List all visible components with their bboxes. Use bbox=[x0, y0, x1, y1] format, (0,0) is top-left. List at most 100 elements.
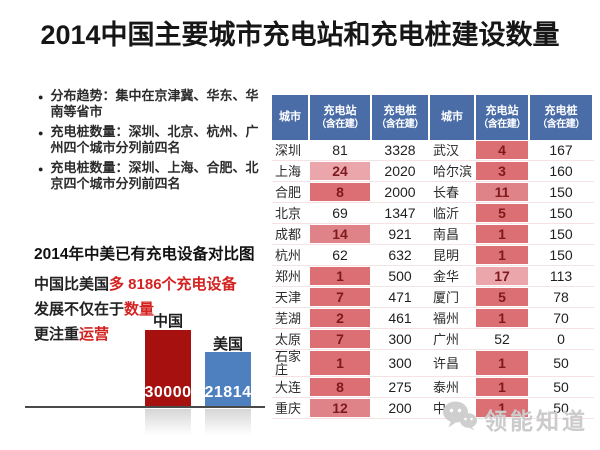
station-count-cell: 17 bbox=[476, 266, 528, 286]
highlighted-value: 11 bbox=[476, 183, 528, 201]
city-cell: 郑州 bbox=[275, 268, 302, 284]
column-header: 充电桩 （含在建） bbox=[372, 95, 428, 140]
pile-count-cell: 500 bbox=[388, 268, 412, 284]
pile-count-cell: 200 bbox=[388, 400, 412, 416]
station-count-cell: 1 bbox=[476, 308, 528, 328]
compare-line: 发展不仅在于数量 bbox=[34, 297, 269, 322]
pile-count-cell: 2020 bbox=[384, 163, 416, 179]
key-points-list: ● 分布趋势：集中在京津冀、华东、华南等省市 ● 充电桩数量：深圳、北京、杭州、… bbox=[38, 88, 264, 196]
city-cell: 福州 bbox=[433, 310, 460, 326]
city-cell: 泰州 bbox=[433, 379, 460, 395]
column-header: 城市 bbox=[430, 95, 474, 140]
compare-line-red: 运营 bbox=[79, 326, 110, 343]
ev-table: 城市 充电站 （含在建） 充电桩 （含在建） 城市 充电站 （含在建） 充电桩 （含在建） 深圳 81… bbox=[272, 95, 594, 419]
city-cell: 广州 bbox=[433, 331, 460, 347]
station-count-cell: 5 bbox=[476, 287, 528, 307]
us-bar-reflection bbox=[205, 409, 251, 435]
highlighted-value: 7 bbox=[310, 330, 370, 348]
table-row: 大连 8 275 泰州 1 50 bbox=[272, 377, 594, 398]
city-cell: 上海 bbox=[275, 163, 302, 179]
highlighted-value: 1 bbox=[476, 309, 528, 327]
list-item: ● 分布趋势：集中在京津冀、华东、华南等省市 bbox=[38, 88, 264, 120]
pile-count-cell: 275 bbox=[388, 379, 412, 395]
bullet-text: 充电桩数量：深圳、上海、合肥、北京四个城市分列前四名 bbox=[50, 160, 259, 191]
pile-count-cell: 471 bbox=[388, 289, 412, 305]
city-cell: 许昌 bbox=[433, 355, 460, 371]
highlighted-value: 1 bbox=[310, 267, 370, 285]
city-cell: 天津 bbox=[275, 289, 302, 305]
pile-count-cell: 167 bbox=[549, 142, 573, 158]
city-cell: 武汉 bbox=[433, 142, 460, 158]
city-cell: 长春 bbox=[433, 184, 460, 200]
watermark: 领能知道 bbox=[442, 400, 588, 437]
wechat-logo-icon bbox=[442, 400, 478, 437]
city-cell: 哈尔滨 bbox=[433, 163, 473, 179]
pile-count-cell: 70 bbox=[553, 310, 569, 326]
city-cell: 成都 bbox=[275, 226, 302, 242]
compare-line-black: 中国比美国 bbox=[34, 276, 110, 293]
city-cell: 金华 bbox=[433, 268, 460, 284]
city-cell: 南昌 bbox=[433, 226, 460, 242]
china-bar-reflection bbox=[145, 409, 191, 435]
pile-count-cell: 461 bbox=[388, 310, 412, 326]
us-bar-value: 21814 bbox=[204, 384, 252, 401]
highlighted-value: 1 bbox=[476, 378, 528, 396]
compare-line-black: 更注重 bbox=[34, 326, 80, 343]
station-count-cell: 52 bbox=[494, 331, 510, 347]
highlighted-value: 1 bbox=[476, 351, 528, 375]
pile-count-cell: 160 bbox=[549, 163, 573, 179]
table-row: 太原 7 300 广州 52 0 bbox=[272, 329, 594, 350]
city-cell: 重庆 bbox=[275, 400, 302, 416]
list-item: ● 充电桩数量：深圳、北京、杭州、广州四个城市分列前四名 bbox=[38, 124, 264, 156]
table-row: 杭州 62 632 昆明 1 150 bbox=[272, 245, 594, 266]
compare-line-black: 发展不仅在于 bbox=[34, 301, 125, 318]
pile-count-cell: 2000 bbox=[384, 184, 416, 200]
table-row: 成都 14 921 南昌 1 150 bbox=[272, 224, 594, 245]
table-row: 深圳 81 3328 武汉 4 167 bbox=[272, 140, 594, 161]
table-header-row: 城市 充电站 （含在建） 充电桩 （含在建） 城市 充电站 （含在建） 充电桩 （含在建） bbox=[272, 95, 594, 140]
list-item: ● 充电桩数量：深圳、上海、合肥、北京四个城市分列前四名 bbox=[38, 160, 264, 192]
pile-count-cell: 150 bbox=[549, 205, 573, 221]
station-count-cell: 1 bbox=[310, 350, 370, 376]
pile-count-cell: 50 bbox=[553, 400, 569, 416]
bullet-icon: ● bbox=[38, 128, 44, 138]
bullet-icon: ● bbox=[38, 164, 44, 174]
column-header: 充电桩 （含在建） bbox=[530, 95, 592, 140]
city-cell: 合肥 bbox=[275, 184, 302, 200]
highlighted-value: 24 bbox=[310, 162, 370, 180]
station-count-cell: 81 bbox=[332, 142, 348, 158]
station-count-cell: 8 bbox=[310, 182, 370, 202]
pile-count-cell: 632 bbox=[388, 247, 412, 263]
station-count-cell: 7 bbox=[310, 287, 370, 307]
highlighted-value: 1 bbox=[310, 351, 370, 375]
station-count-cell: 1 bbox=[310, 266, 370, 286]
compare-line-red: 多 8186个充电设备 bbox=[109, 276, 237, 293]
chart-baseline bbox=[25, 406, 265, 408]
highlighted-value: 14 bbox=[310, 225, 370, 243]
china-bar-label: 中国 bbox=[152, 313, 183, 330]
pile-count-cell: 0 bbox=[557, 331, 565, 347]
us-bar: 21814 bbox=[205, 352, 251, 407]
station-count-cell: 1 bbox=[476, 377, 528, 397]
bullet-text: 分布趋势：集中在京津冀、华东、华南等省市 bbox=[50, 88, 259, 119]
table-row: 天津 7 471 厦门 5 78 bbox=[272, 287, 594, 308]
pile-count-cell: 50 bbox=[553, 355, 569, 371]
city-cell: 杭州 bbox=[275, 247, 302, 263]
column-header: 充电站 （含在建） bbox=[310, 95, 370, 140]
table-row: 郑州 1 500 金华 17 113 bbox=[272, 266, 594, 287]
pile-count-cell: 3328 bbox=[384, 142, 416, 158]
highlighted-value: 12 bbox=[310, 399, 370, 417]
bullet-text: 充电桩数量：深圳、北京、杭州、广州四个城市分列前四名 bbox=[50, 124, 259, 155]
page-title: 2014中国主要城市充电站和充电桩建设数量 bbox=[40, 20, 560, 50]
highlighted-value: 5 bbox=[476, 288, 528, 306]
column-header: 充电站 （含在建） bbox=[476, 95, 528, 140]
station-count-cell: 1 bbox=[476, 398, 528, 418]
china-bar-value: 30000 bbox=[144, 384, 192, 401]
station-count-cell: 14 bbox=[310, 224, 370, 244]
pile-count-cell: 50 bbox=[553, 379, 569, 395]
city-cell: 大连 bbox=[275, 379, 302, 395]
pile-count-cell: 300 bbox=[388, 355, 412, 371]
city-cell: 深圳 bbox=[275, 142, 302, 158]
table-row: 芜湖 2 461 福州 1 70 bbox=[272, 308, 594, 329]
compare-line: 更注重运营 bbox=[34, 322, 269, 347]
